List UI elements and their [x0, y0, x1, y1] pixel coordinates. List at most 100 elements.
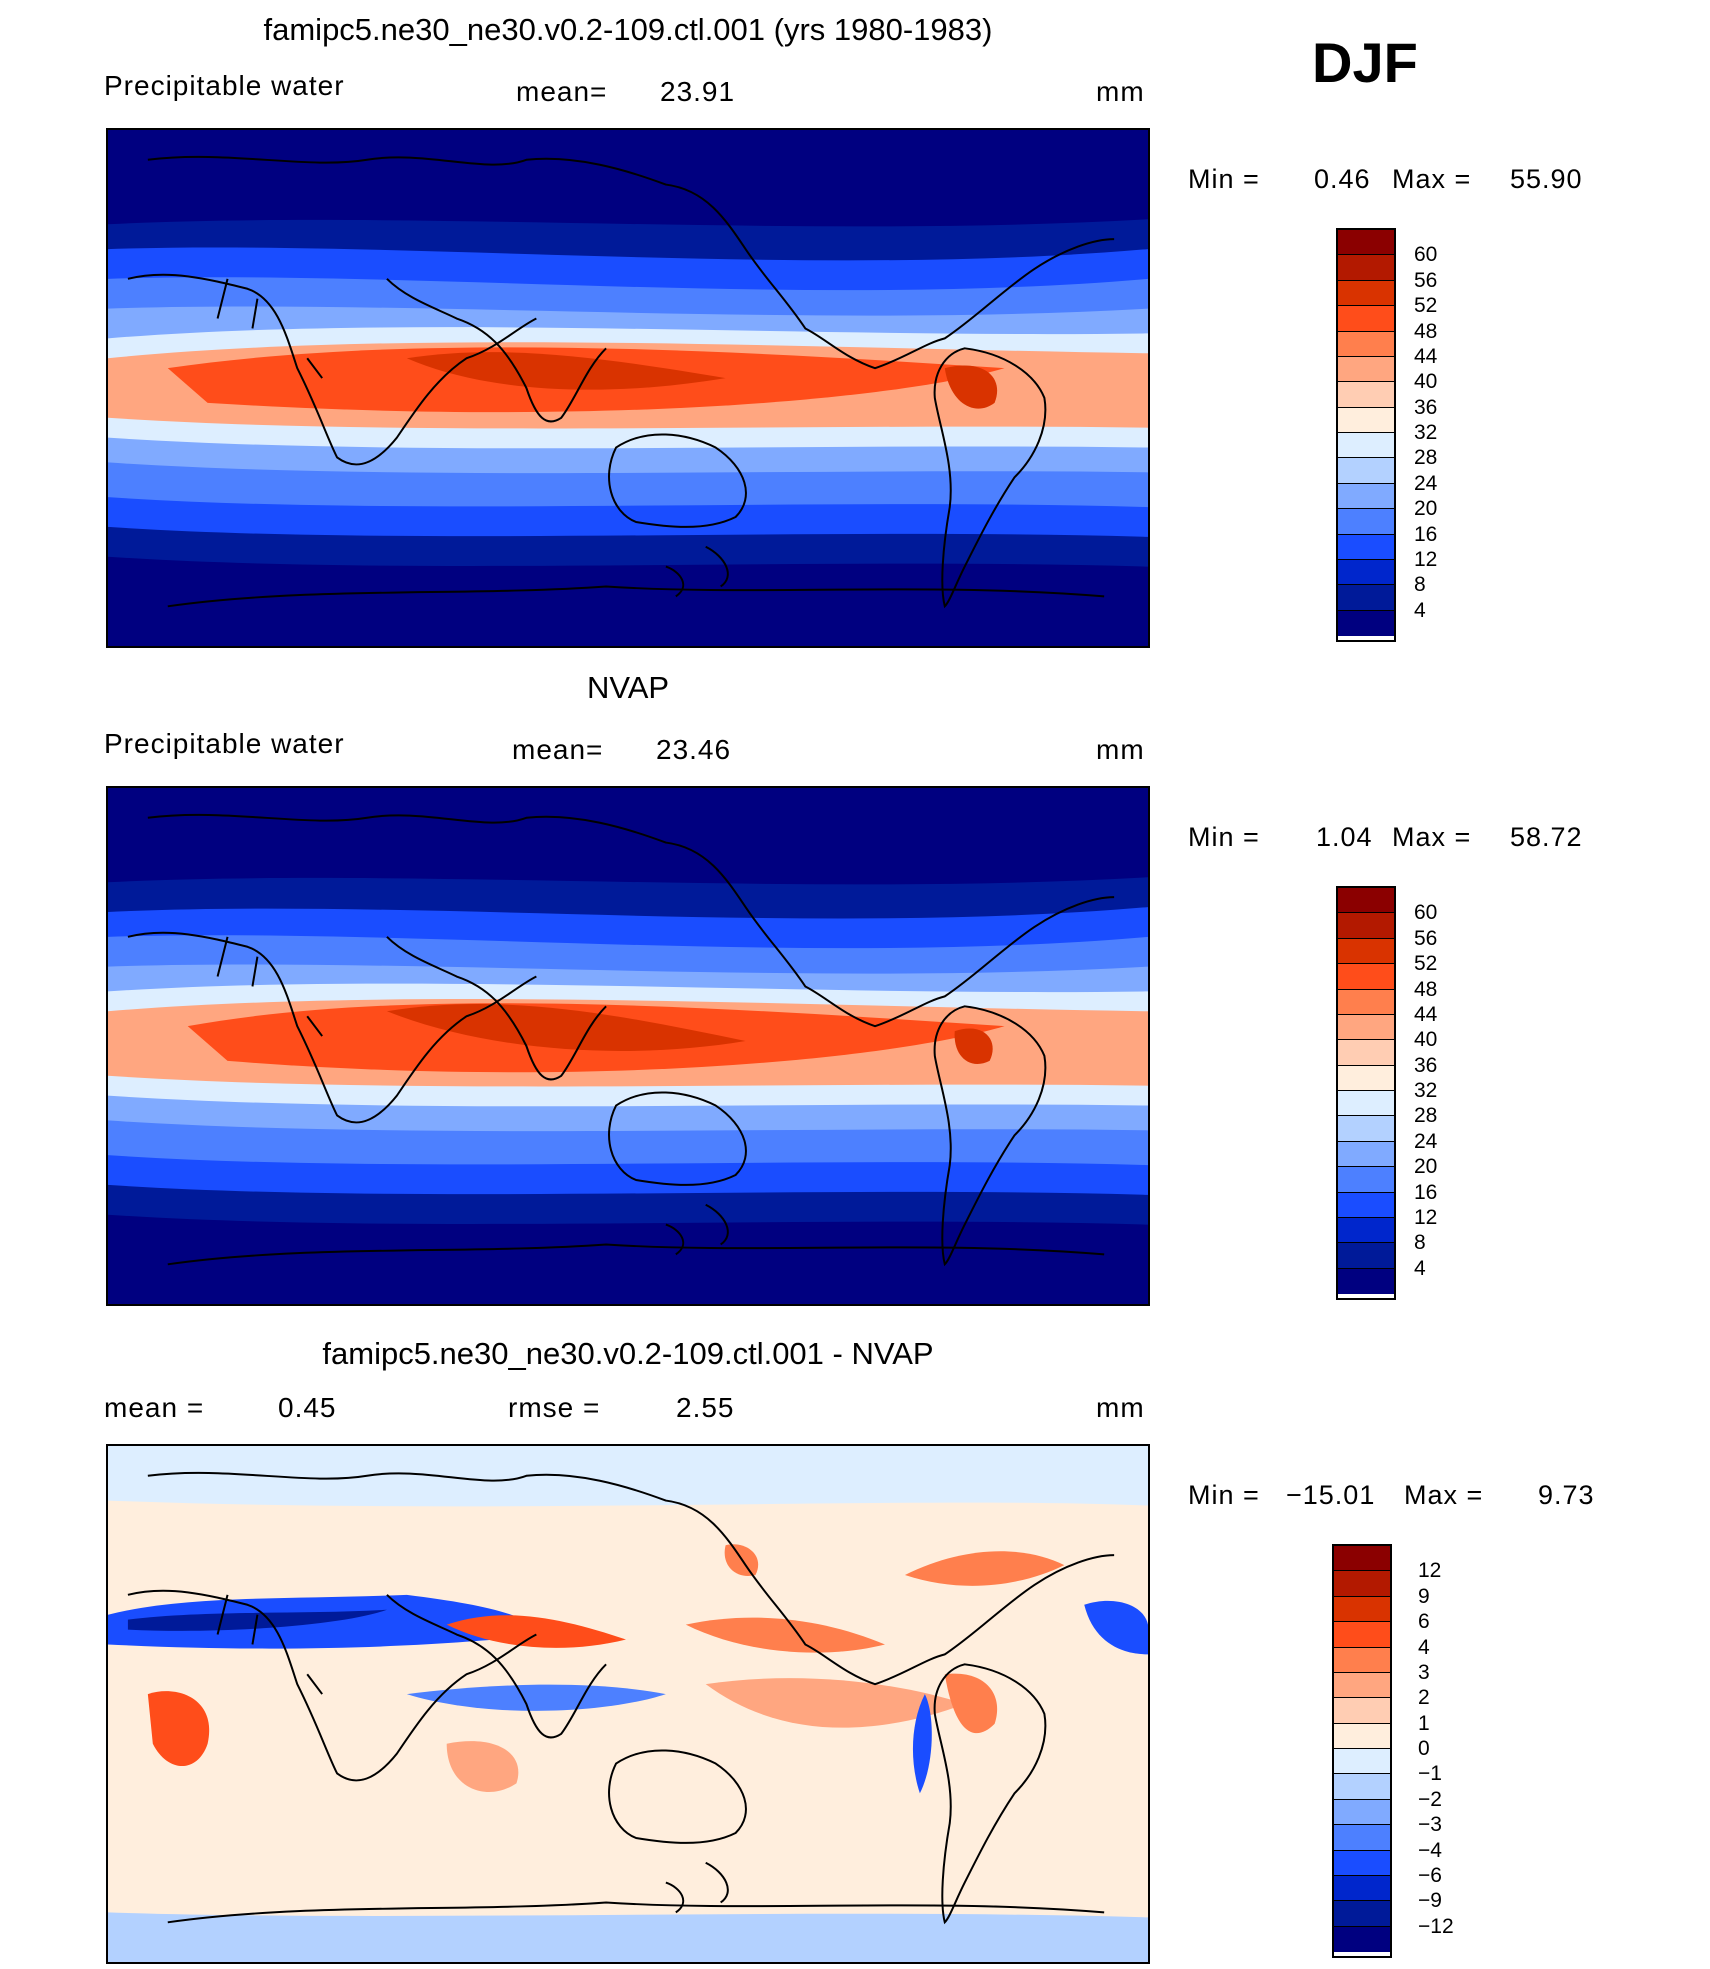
colorbar-tick-label: 60: [1414, 243, 1438, 267]
colorbar-tick-label: 40: [1414, 370, 1438, 394]
panel-2-units: mm: [1096, 734, 1145, 765]
panel-3-min-value: −15.01: [1286, 1480, 1376, 1510]
colorbar-segment: [1334, 1698, 1390, 1724]
colorbar-tick-label: 40: [1414, 1028, 1438, 1052]
colorbar-tick-label: 44: [1414, 344, 1438, 368]
colorbar-tick-label: −12: [1418, 1914, 1454, 1938]
panel-3-units: mm: [1096, 1392, 1145, 1423]
panel-3-title: famipc5.ne30_ne30.v0.2-109.ctl.001 - NVA…: [322, 1336, 934, 1371]
colorbar-tick-label: 16: [1414, 522, 1438, 546]
colorbar-segment: [1334, 1723, 1390, 1749]
colorbar-segment: [1338, 1217, 1394, 1244]
colorbar-tick-label: 0: [1418, 1737, 1430, 1760]
colorbar-segment: [1338, 509, 1394, 535]
panel-1-title: famipc5.ne30_ne30.v0.2-109.ctl.001 (yrs …: [263, 12, 993, 47]
colorbar-segment: [1338, 534, 1394, 560]
panel-1-mean-value: 23.91: [660, 76, 736, 107]
panel-1-max-value: 55.90: [1510, 164, 1583, 194]
panel-1-max-label: Max =: [1392, 164, 1472, 194]
colorbar-segment: [1338, 1167, 1394, 1193]
colorbar-segment: [1338, 458, 1394, 484]
colorbar-segment: [1334, 1571, 1390, 1597]
colorbar-segment: [1338, 989, 1394, 1015]
panel-2-max-label: Max =: [1392, 822, 1472, 852]
colorbar-tick-label: 28: [1414, 446, 1438, 470]
panel-3-mean-value: 0.45: [278, 1392, 337, 1423]
colorbar-tick-label: 2: [1418, 1686, 1430, 1710]
panel-3-max-value: 9.73: [1538, 1480, 1595, 1510]
colorbar-tick-label: 1: [1418, 1711, 1430, 1735]
panel-1-variable-label: Precipitable water: [104, 70, 345, 101]
colorbar-segment: [1334, 1850, 1390, 1876]
panel-2-colorbar: [1336, 886, 1396, 1300]
colorbar-tick-label: 3: [1418, 1660, 1430, 1684]
colorbar-segment: [1334, 1647, 1390, 1673]
colorbar-segment: [1338, 938, 1394, 965]
colorbar-segment: [1338, 1040, 1394, 1066]
colorbar-segment: [1338, 407, 1394, 433]
colorbar-segment: [1334, 1774, 1390, 1800]
colorbar-tick-label: 4: [1418, 1635, 1430, 1659]
colorbar-segment: [1334, 1622, 1390, 1648]
panel-3-max-label: Max =: [1404, 1480, 1484, 1510]
colorbar-segment: [1338, 1192, 1394, 1218]
colorbar-tick-label: 36: [1414, 395, 1438, 419]
colorbar-segment: [1338, 559, 1394, 586]
colorbar-segment: [1338, 356, 1394, 383]
colorbar-tick-label: 12: [1414, 547, 1438, 571]
colorbar-tick-label: 56: [1414, 926, 1438, 950]
colorbar-tick-label: −6: [1418, 1863, 1442, 1887]
colorbar-tick-label: 8: [1414, 1231, 1426, 1255]
colorbar-segment: [1334, 1825, 1390, 1851]
panel-2-min-value: 1.04: [1316, 822, 1373, 852]
panel-2-title: NVAP: [586, 670, 670, 705]
colorbar-tick-label: 36: [1414, 1053, 1438, 1077]
panel-2-mean-value: 23.46: [656, 734, 732, 765]
colorbar-segment: [1334, 1546, 1390, 1572]
colorbar-segment: [1334, 1926, 1390, 1952]
colorbar-segment: [1338, 585, 1394, 611]
colorbar-segment: [1338, 1243, 1394, 1269]
colorbar-segment: [1334, 1875, 1390, 1902]
colorbar-tick-label: −4: [1418, 1838, 1442, 1862]
colorbar-segment: [1338, 483, 1394, 510]
colorbar-tick-label: 12: [1414, 1205, 1438, 1229]
panel-1-min-value: 0.46: [1314, 164, 1371, 194]
panel-3-map: [106, 1444, 1150, 1964]
panel-3-rmse-label: rmse =: [508, 1392, 601, 1423]
colorbar-tick-label: 32: [1414, 1079, 1438, 1102]
colorbar-tick-label: 24: [1414, 471, 1438, 495]
colorbar-tick-label: 32: [1414, 421, 1438, 444]
colorbar-segment: [1338, 280, 1394, 307]
panel-3-rmse-value: 2.55: [676, 1392, 735, 1423]
colorbar-tick-label: 8: [1414, 573, 1426, 597]
colorbar-segment: [1334, 1596, 1390, 1623]
colorbar-tick-label: 20: [1414, 497, 1438, 521]
colorbar-tick-label: −2: [1418, 1787, 1442, 1811]
colorbar-segment: [1334, 1901, 1390, 1927]
colorbar-segment: [1338, 306, 1394, 332]
colorbar-segment: [1338, 888, 1394, 914]
colorbar-segment: [1338, 230, 1394, 256]
panel-1-mean-label: mean=: [516, 76, 608, 107]
colorbar-tick-label: −3: [1418, 1813, 1442, 1837]
colorbar-tick-label: 24: [1414, 1129, 1438, 1153]
colorbar-segment: [1338, 1141, 1394, 1168]
panel-1-colorbar: [1336, 228, 1396, 642]
colorbar-segment: [1338, 913, 1394, 939]
colorbar-tick-label: 44: [1414, 1002, 1438, 1026]
colorbar-tick-label: 52: [1414, 952, 1438, 976]
colorbar-tick-label: 12: [1418, 1559, 1442, 1583]
panel-2-min-label: Min =: [1188, 822, 1260, 852]
colorbar-segment: [1338, 610, 1394, 636]
colorbar-segment: [1338, 433, 1394, 459]
colorbar-segment: [1334, 1799, 1390, 1826]
panel-1-map: [106, 128, 1150, 648]
colorbar-tick-label: 48: [1414, 977, 1438, 1001]
panel-2-variable-label: Precipitable water: [104, 728, 345, 759]
colorbar-segment: [1338, 331, 1394, 357]
panel-3-min-label: Min =: [1188, 1480, 1260, 1510]
panel-1-min-label: Min =: [1188, 164, 1260, 194]
colorbar-segment: [1338, 255, 1394, 281]
colorbar-segment: [1338, 382, 1394, 408]
